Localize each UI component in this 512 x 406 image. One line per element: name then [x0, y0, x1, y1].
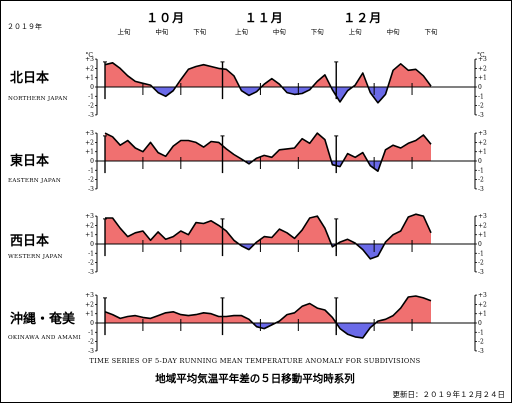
y-tick-label: +2: [478, 301, 487, 308]
y-tick-label: 0: [90, 158, 94, 165]
y-tick-label: +1: [478, 232, 487, 239]
y-tick-label: -3: [478, 348, 484, 355]
y-tick-label: 0: [90, 241, 94, 248]
y-tick-label: -3: [88, 186, 94, 193]
y-tick-label: -2: [88, 177, 94, 184]
y-tick-label: +3: [85, 56, 94, 63]
y-tick-label: +2: [85, 222, 94, 229]
english-chart-title: TIME SERIES OF 5-DAY RUNNING MEAN TEMPER…: [89, 357, 420, 365]
y-tick-label: 0: [478, 320, 482, 327]
y-tick-label: -2: [478, 260, 484, 267]
month-label: １０月: [146, 11, 185, 25]
y-tick-label: -1: [88, 250, 94, 257]
y-tick-label: -3: [478, 112, 484, 119]
dekad-label: 下旬: [425, 27, 439, 36]
dekad-label: 下旬: [311, 27, 325, 36]
y-tick-label: -3: [88, 269, 94, 276]
y-tick-label: +3: [85, 213, 94, 220]
y-tick-label: 0: [478, 241, 482, 248]
region-name-en: OKINAWA AND AMAMI: [8, 335, 81, 341]
y-tick-label: -1: [478, 250, 484, 257]
y-tick-label: -1: [478, 329, 484, 336]
region-name-en: EASTERN JAPAN: [8, 178, 61, 184]
y-tick-label: -3: [478, 269, 484, 276]
region-name-en: NORTHERN JAPAN: [8, 96, 68, 102]
panel: +3 +2 +1 0 -1 -2 -3 +3 +2 +1 0 -1 -2 -3 西日本 WESTERN JAP…: [8, 213, 487, 276]
dekad-label: 下旬: [193, 27, 207, 36]
series-line: [104, 295, 432, 339]
y-tick-label: +1: [85, 149, 94, 156]
y-tick-label: -2: [88, 103, 94, 110]
y-tick-label: -2: [478, 103, 484, 110]
y-tick-label: 0: [90, 84, 94, 91]
panel: +3 +2 +1 0 -1 -2 -3 +3 +2 +1 0 -1 -2 -3 東日本 EASTERN JAP…: [8, 130, 487, 193]
japanese-chart-title: 地域平均気温平年差の５日移動平均時系列: [155, 372, 355, 385]
month-label: １１月: [245, 11, 284, 25]
y-tick-label: +1: [478, 149, 487, 156]
dekad-label: 中旬: [273, 27, 287, 36]
y-unit-label: °C: [477, 52, 485, 59]
panel: +3+2+10-1-2-3°C+3+2+10-1-2-3°C北日本NORTHER…: [8, 52, 487, 119]
year-label: ２０１９年: [7, 22, 42, 31]
positive-anomaly-area: [105, 62, 431, 87]
y-unit-label: °C: [85, 52, 93, 59]
panel: +3 +2 +1 0 -1 -2 -3 +3 +2 +1 0 -1 -2 -3 沖縄・奄美 OKINAWA A…: [8, 292, 487, 355]
dekad-label: 上旬: [117, 27, 131, 36]
y-tick-label: +1: [478, 75, 487, 82]
y-tick-label: 0: [90, 320, 94, 327]
positive-anomaly-area: [105, 296, 431, 324]
y-tick-label: +2: [478, 65, 487, 72]
y-tick-label: +3: [478, 292, 487, 299]
y-tick-label: +1: [85, 75, 94, 82]
y-tick-label: +2: [478, 222, 487, 229]
region-name-ja: 沖縄・奄美: [10, 311, 76, 327]
y-tick-label: +2: [85, 65, 94, 72]
y-tick-label: +2: [85, 139, 94, 146]
y-tick-label: -3: [88, 112, 94, 119]
y-tick-label: +3: [85, 292, 94, 299]
y-tick-label: -2: [88, 339, 94, 346]
dekad-label: 上旬: [235, 27, 249, 36]
y-tick-label: -1: [88, 329, 94, 336]
region-name-ja: 東日本: [10, 153, 49, 169]
y-tick-label: +2: [85, 301, 94, 308]
region-name-ja: 北日本: [10, 70, 49, 86]
y-tick-label: 0: [478, 84, 482, 91]
dekad-label: 上旬: [349, 27, 363, 36]
region-name-ja: 西日本: [10, 233, 49, 249]
y-tick-label: +1: [85, 311, 94, 318]
y-tick-label: +3: [478, 213, 487, 220]
y-tick-label: +1: [478, 311, 487, 318]
y-tick-label: -2: [478, 177, 484, 184]
dekad-label: 中旬: [155, 27, 169, 36]
y-tick-label: -2: [478, 339, 484, 346]
dekad-label: 中旬: [387, 27, 401, 36]
y-tick-label: +3: [478, 130, 487, 137]
y-tick-label: -1: [478, 93, 484, 100]
series-line: [105, 213, 432, 260]
region-name-en: WESTERN JAPAN: [8, 254, 63, 260]
y-tick-label: 0: [478, 158, 482, 165]
y-tick-label: +1: [85, 232, 94, 239]
updated-date: 更新日：２０１９年１２月２４日: [393, 389, 506, 399]
month-label: １２月: [343, 11, 382, 25]
series-line: [104, 132, 432, 172]
panels: +3+2+10-1-2-3°C+3+2+10-1-2-3°C北日本NORTHER…: [8, 52, 487, 355]
y-tick-label: +3: [85, 130, 94, 137]
series-line: [104, 62, 432, 104]
positive-anomaly-area: [105, 214, 431, 245]
negative-anomaly-area: [105, 244, 431, 259]
y-tick-label: -1: [88, 93, 94, 100]
y-tick-label: +2: [478, 139, 487, 146]
y-tick-label: +3: [478, 56, 487, 63]
positive-anomaly-area: [105, 133, 431, 162]
y-tick-label: -1: [88, 167, 94, 174]
y-tick-label: -3: [88, 348, 94, 355]
y-tick-label: -1: [478, 167, 484, 174]
y-tick-label: -3: [478, 186, 484, 193]
y-tick-label: -2: [88, 260, 94, 267]
